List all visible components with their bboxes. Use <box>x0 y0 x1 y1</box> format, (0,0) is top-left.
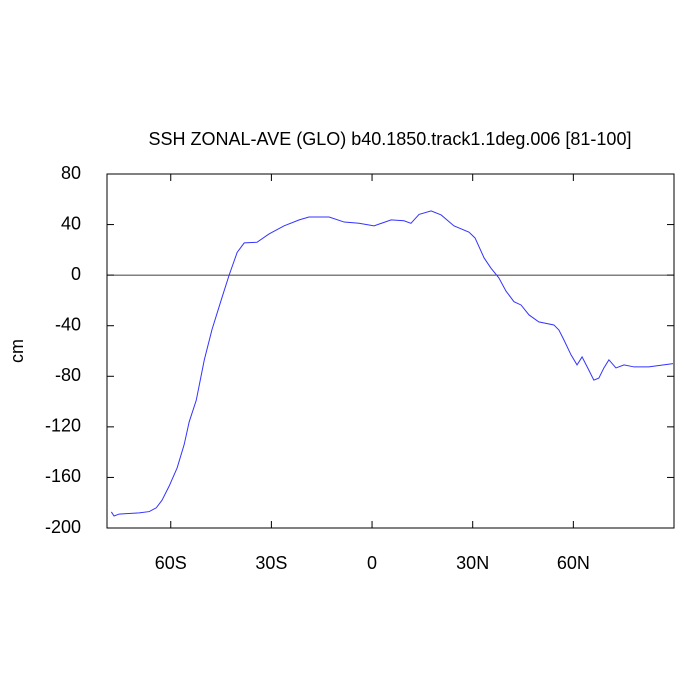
plot-frame <box>106 173 675 529</box>
y-tick-label: -160 <box>45 466 81 486</box>
data-line <box>110 210 674 517</box>
y-axis-label: cm <box>7 339 27 363</box>
x-tick-label: 30N <box>456 553 489 573</box>
chart-title: SSH ZONAL-AVE (GLO) b40.1850.track1.1deg… <box>149 129 632 149</box>
y-tick-label: -120 <box>45 416 81 436</box>
y-tick-label: 0 <box>71 264 81 284</box>
y-tick-label: 40 <box>61 213 81 233</box>
x-tick-label: 30S <box>255 553 287 573</box>
y-tick-label: -40 <box>55 314 81 334</box>
y-tick-label: -80 <box>55 365 81 385</box>
x-tick-label: 60N <box>557 553 590 573</box>
x-tick-label: 60S <box>155 553 187 573</box>
x-tick-label: 0 <box>367 553 377 573</box>
y-tick-label: -200 <box>45 517 81 537</box>
y-tick-label: 80 <box>61 163 81 183</box>
